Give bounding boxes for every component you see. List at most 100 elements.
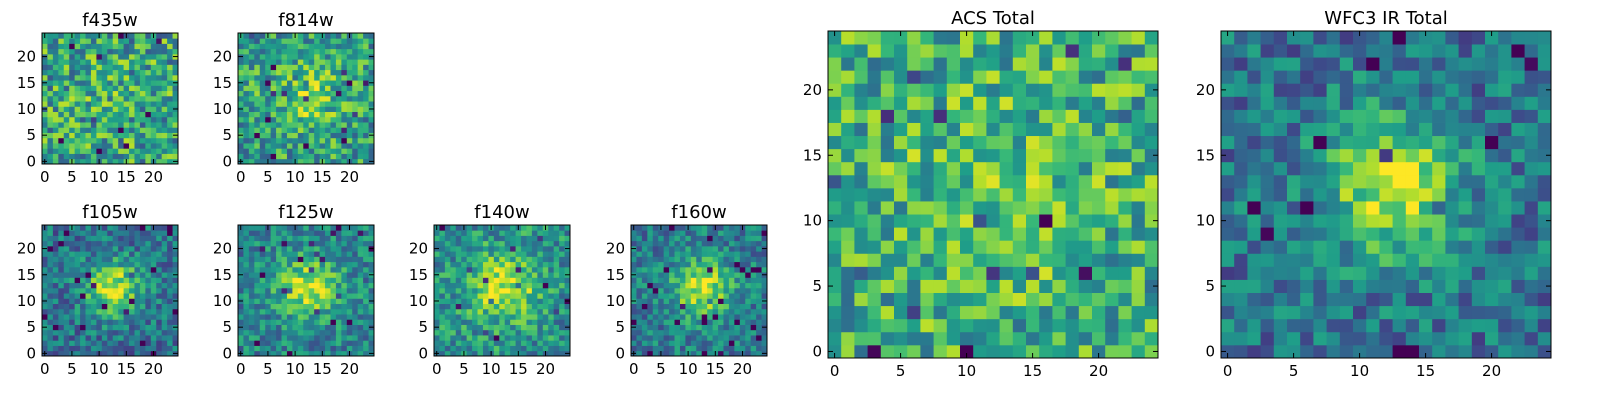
heatmap-cell (319, 43, 326, 50)
heatmap-cell (254, 319, 261, 325)
heatmap-cell (1012, 148, 1027, 163)
heatmap-cell (308, 287, 315, 294)
heatmap-cell (1524, 305, 1539, 320)
y-tick-label: 0 (222, 344, 232, 362)
heatmap-cell (368, 69, 375, 76)
heatmap-cell (243, 319, 250, 325)
heatmap-cell (439, 345, 446, 352)
heatmap-cell (52, 230, 59, 236)
heatmap-cell (259, 266, 266, 273)
heatmap-cell (723, 266, 730, 273)
heatmap-cell (1026, 83, 1040, 97)
heatmap-cell (674, 308, 681, 315)
heatmap-cell (504, 303, 511, 310)
heatmap-cell (946, 240, 961, 254)
heatmap-cell (319, 90, 326, 97)
heatmap-cell (90, 74, 97, 81)
heatmap-cell (303, 314, 310, 320)
heatmap-cell (167, 148, 173, 154)
heatmap-cell (488, 282, 495, 289)
heatmap-cell (750, 287, 757, 294)
heatmap-cell (96, 282, 103, 289)
heatmap-cell (472, 340, 478, 346)
heatmap-cell (553, 293, 560, 299)
heatmap-cell (101, 230, 108, 236)
heatmap-cell (439, 277, 446, 284)
heatmap-cell (1353, 214, 1367, 228)
heatmap-cell (52, 235, 59, 242)
heatmap-cell (1052, 305, 1066, 320)
heatmap-cell (1026, 266, 1040, 280)
heatmap-cell (96, 329, 103, 336)
heatmap-cell (669, 272, 675, 278)
heatmap-cell (134, 116, 141, 123)
y-tick-label: 15 (17, 266, 36, 284)
heatmap-cell (270, 48, 277, 55)
heatmap-cell (1511, 331, 1525, 346)
heatmap-cell (723, 287, 730, 294)
heatmap-cell (537, 251, 544, 257)
heatmap-cell (1313, 253, 1327, 267)
heatmap-cell (259, 298, 266, 304)
y-tick-label: 15 (213, 266, 232, 284)
heatmap-cell (238, 43, 244, 50)
heatmap-cell (101, 111, 108, 118)
heatmap-cell (734, 240, 741, 247)
heatmap-cell (90, 230, 97, 236)
heatmap-cell (69, 261, 76, 268)
heatmap-cell (270, 340, 277, 346)
heatmap-cell (112, 143, 119, 149)
heatmap-cell (867, 279, 882, 293)
heatmap-cell (123, 335, 130, 341)
heatmap-cell (734, 340, 741, 346)
heatmap-cell (999, 201, 1014, 215)
heatmap-cell (663, 350, 670, 357)
heatmap-cell (352, 251, 359, 257)
heatmap-cell (1221, 266, 1235, 280)
heatmap-cell (1300, 253, 1314, 267)
heatmap-cell (69, 153, 76, 160)
heatmap-cell (745, 329, 752, 336)
heatmap-cell (118, 287, 124, 294)
heatmap-cell (880, 135, 895, 150)
heatmap-cell (696, 324, 703, 331)
heatmap-cell (701, 345, 708, 352)
heatmap-cell (314, 256, 320, 263)
heatmap-cell (718, 319, 724, 325)
heatmap-cell (444, 230, 451, 236)
heatmap-cell (145, 282, 152, 289)
heatmap-cell (761, 308, 768, 315)
heatmap-cell (455, 303, 462, 310)
heatmap-cell (712, 282, 719, 289)
heatmap-cell (314, 43, 320, 50)
heatmap-cell (761, 251, 768, 257)
heatmap-cell (1092, 70, 1106, 84)
heatmap-cell (1052, 266, 1066, 280)
heatmap-cell (679, 350, 686, 357)
heatmap-cell (330, 53, 337, 60)
heatmap-cell (90, 272, 97, 278)
heatmap-cell (363, 122, 369, 128)
heatmap-cell (259, 277, 266, 284)
heatmap-cell (553, 225, 560, 231)
heatmap-cell (548, 324, 555, 331)
heatmap-cell (1405, 318, 1420, 333)
heatmap-cell (346, 282, 353, 289)
heatmap-cell (276, 158, 282, 165)
heatmap-cell (1052, 174, 1066, 189)
heatmap-cell (134, 230, 141, 236)
heatmap-cell (346, 303, 353, 310)
heatmap-cell (314, 230, 320, 236)
heatmap-cell (461, 319, 468, 325)
heatmap-cell (69, 245, 76, 252)
heatmap-cell (58, 293, 65, 299)
heatmap-cell (80, 287, 86, 294)
heatmap-cell (74, 225, 81, 231)
heatmap-cell (314, 225, 320, 231)
heatmap-cell (553, 251, 560, 257)
heatmap-cell (286, 116, 293, 123)
heatmap-cell (455, 256, 462, 263)
heatmap-cell (1118, 44, 1132, 58)
heatmap-cell (52, 298, 59, 304)
heatmap-cell (663, 314, 670, 320)
